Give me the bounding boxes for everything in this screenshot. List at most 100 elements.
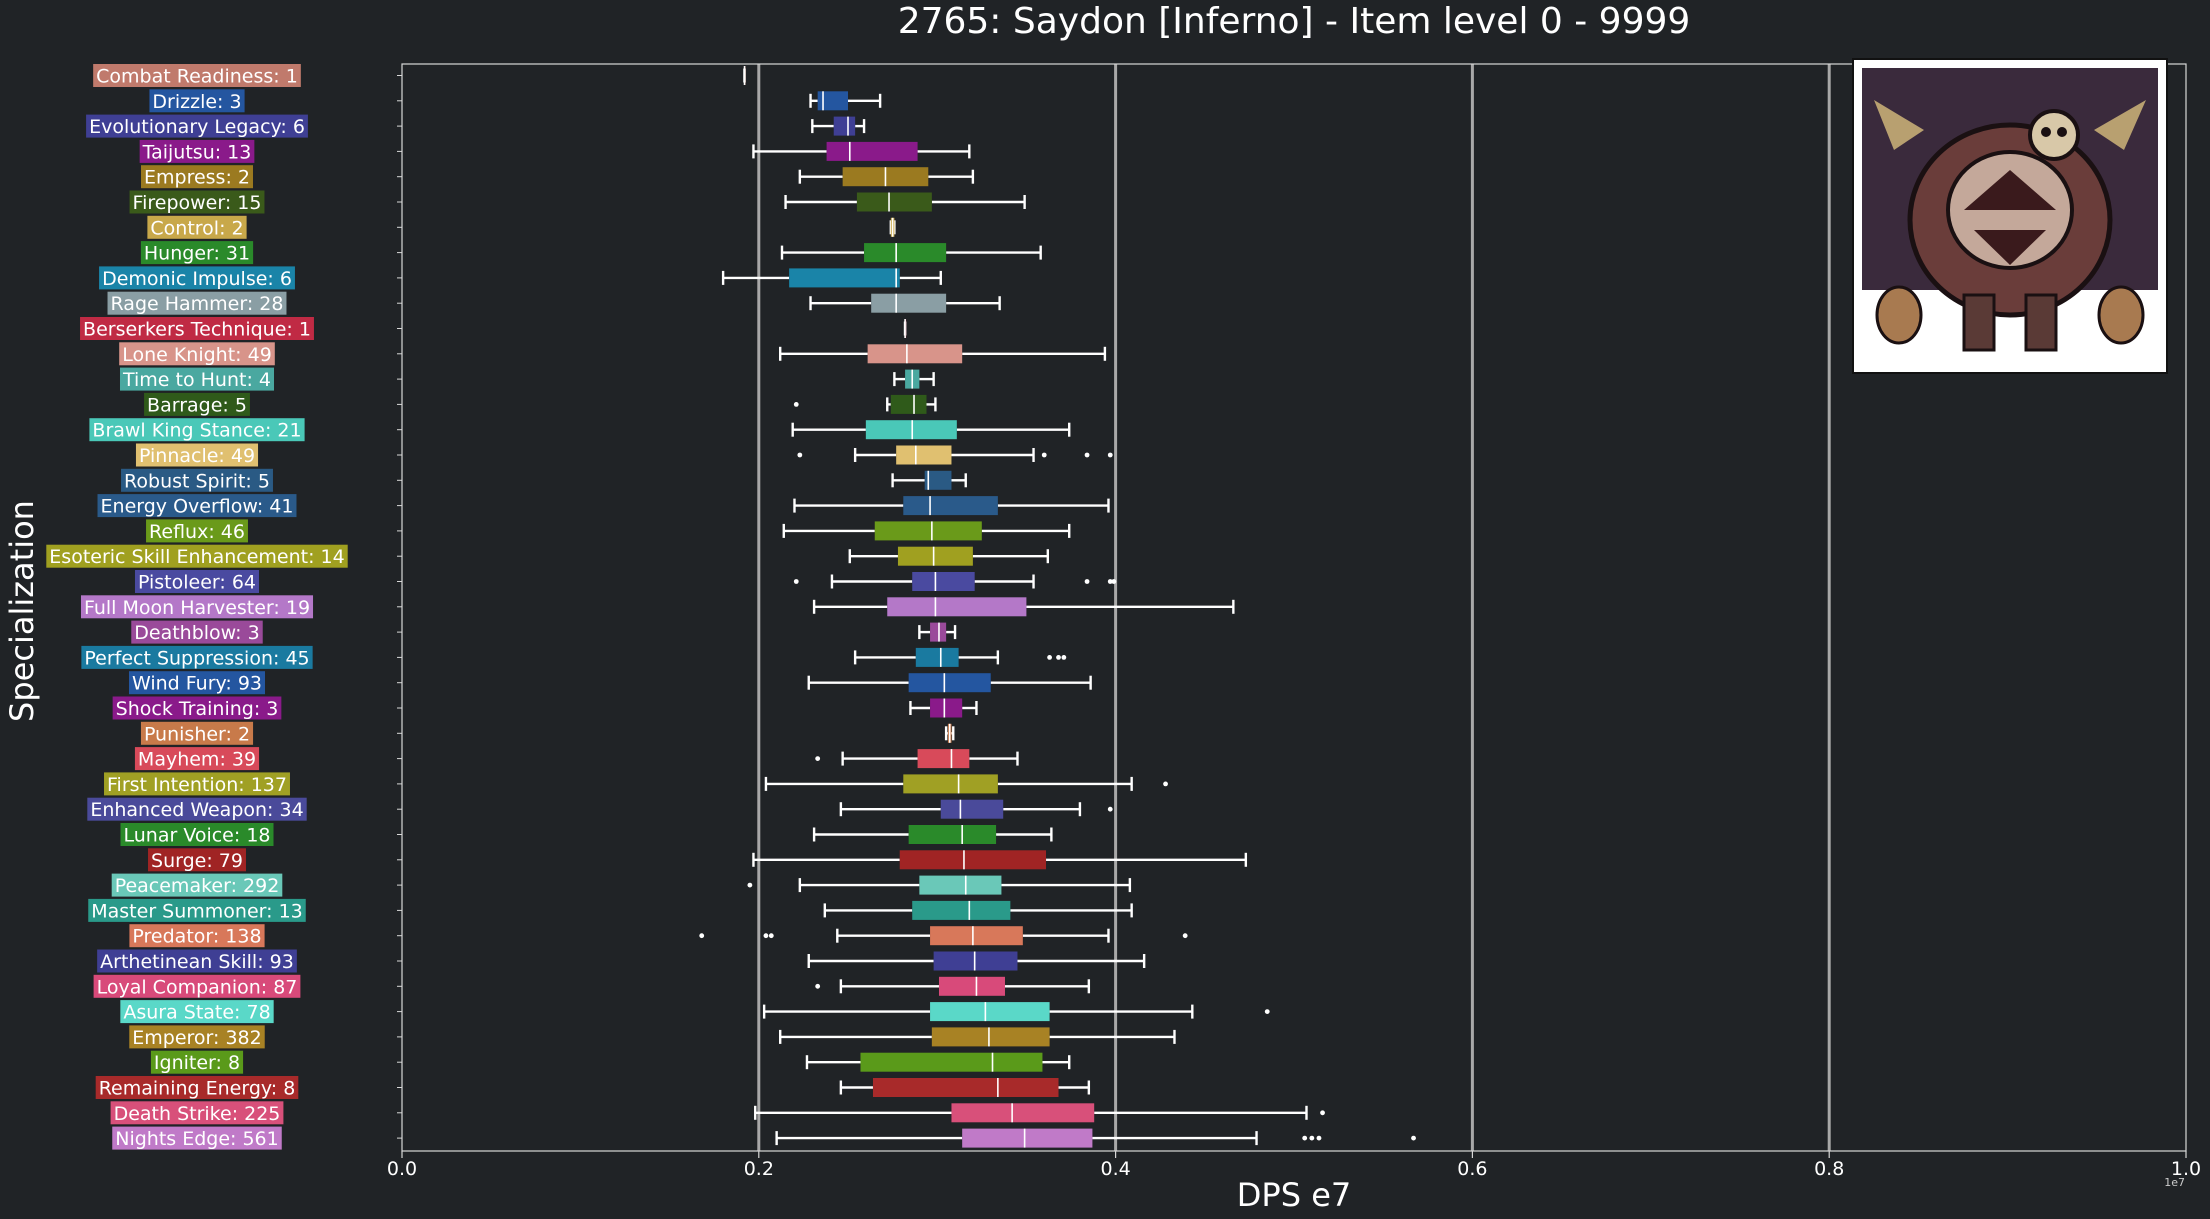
outlier-point <box>768 933 774 939</box>
box <box>915 647 959 667</box>
category-label-bg <box>141 165 253 189</box>
outlier-point <box>1309 1135 1315 1141</box>
category-label-bg <box>111 873 283 897</box>
category-label: Rage Hammer: 28 <box>111 293 284 315</box>
outlier-point <box>1302 1135 1308 1141</box>
box <box>865 420 957 440</box>
category-label: Peacemaker: 292 <box>115 875 280 897</box>
box <box>912 900 1011 920</box>
category-label-bg <box>148 848 246 872</box>
category-label: Nights Edge: 561 <box>115 1128 279 1150</box>
outlier-point <box>1316 1135 1322 1141</box>
category-label-bg <box>46 544 348 568</box>
category-label: Robust Spirit: 5 <box>124 470 270 492</box>
box <box>872 1078 1059 1097</box>
box <box>890 394 927 414</box>
box <box>930 698 963 718</box>
category-label: Punisher: 2 <box>144 723 250 745</box>
category-label-bg <box>149 89 245 113</box>
category-label: Energy Overflow: 41 <box>101 496 294 518</box>
category-label-bg <box>134 747 260 771</box>
box <box>826 141 918 161</box>
category-label: Master Summoner: 13 <box>91 900 303 922</box>
x-axis-label: DPS e7 <box>1237 1176 1351 1214</box>
category-label-bg <box>131 620 263 644</box>
box <box>931 1027 1050 1047</box>
box <box>896 445 952 465</box>
category-label: First Intention: 137 <box>107 774 287 796</box>
category-label-bg <box>112 696 282 720</box>
category-label-bg <box>150 1050 244 1074</box>
grid-layer <box>757 64 1831 1151</box>
category-label: Esoteric Skill Enhancement: 14 <box>49 546 344 568</box>
boss-portrait-image <box>1862 68 2158 364</box>
category-label-bg <box>110 1101 284 1125</box>
category-label: Empress: 2 <box>144 167 250 189</box>
outlier-point <box>1047 655 1052 660</box>
category-label-bg <box>147 215 247 239</box>
box <box>867 344 963 364</box>
category-label-bg <box>129 924 265 948</box>
x-tick-label: 0.0 <box>387 1158 417 1180</box>
box <box>930 622 947 642</box>
outlier-point <box>1182 933 1188 939</box>
category-label-bg <box>119 367 275 391</box>
category-label: Loyal Companion: 87 <box>97 976 298 998</box>
category-label: Mayhem: 39 <box>138 749 256 771</box>
category-label-bg <box>88 898 306 922</box>
category-label: Shock Training: 3 <box>116 698 279 720</box>
outlier-point <box>1264 1009 1270 1014</box>
category-label-bg <box>93 974 301 998</box>
x-offset-label: 1e7 <box>2164 1176 2185 1189</box>
box <box>951 1103 1095 1123</box>
outlier-point <box>815 756 821 761</box>
box <box>833 116 856 136</box>
category-label-bg <box>119 342 275 366</box>
outlier-point <box>1056 655 1061 660</box>
category-label-bg <box>95 1076 299 1099</box>
plot-frame <box>401 63 2187 1152</box>
outlier-point <box>1107 806 1113 812</box>
box <box>856 192 932 212</box>
category-label-bg <box>87 797 307 821</box>
box <box>917 749 970 769</box>
category-label-bg <box>121 468 273 492</box>
category-label: Death Strike: 225 <box>114 1103 281 1125</box>
outlier-point <box>1061 655 1067 660</box>
box <box>908 825 997 844</box>
boss-portrait <box>1852 58 2168 374</box>
box <box>860 1052 1043 1072</box>
x-tick-layer: 0.0 0.2 0.4 0.6 0.8 1.0 <box>387 75 2201 1180</box>
category-label: Perfect Suppression: 45 <box>84 647 309 669</box>
box <box>864 243 947 263</box>
box <box>887 597 1027 617</box>
box <box>899 850 1047 870</box>
category-label: Berserkers Technique: 1 <box>83 319 311 341</box>
category-label-bg <box>129 190 265 214</box>
category-label-bg <box>86 114 308 138</box>
category-label-bg <box>107 291 287 315</box>
category-label: Pistoleer: 64 <box>138 572 256 594</box>
category-label: Predator: 138 <box>132 926 261 948</box>
outlier-point <box>793 579 799 584</box>
x-tick-label: 1.0 <box>2171 1158 2201 1180</box>
box <box>789 268 900 288</box>
category-label: Demonic Impulse: 6 <box>102 268 292 290</box>
category-label: Asura State: 78 <box>123 1002 270 1024</box>
outlier-point <box>797 452 803 458</box>
category-label: Lone Knight: 49 <box>122 344 272 366</box>
outlier-point <box>1084 452 1090 458</box>
category-label: Control: 2 <box>150 217 243 239</box>
category-label: Brawl King Stance: 21 <box>92 420 301 442</box>
box <box>871 293 947 313</box>
box <box>874 521 982 541</box>
category-label: Pinnacle: 49 <box>139 445 255 467</box>
box <box>919 875 1002 895</box>
category-label: Lunar Voice: 18 <box>123 825 270 847</box>
category-label-bg <box>89 418 305 442</box>
outlier-point <box>1084 579 1090 584</box>
outlier-point <box>815 983 821 989</box>
category-label: Arthetinean Skill: 93 <box>100 951 294 973</box>
category-label-bg <box>80 317 314 340</box>
